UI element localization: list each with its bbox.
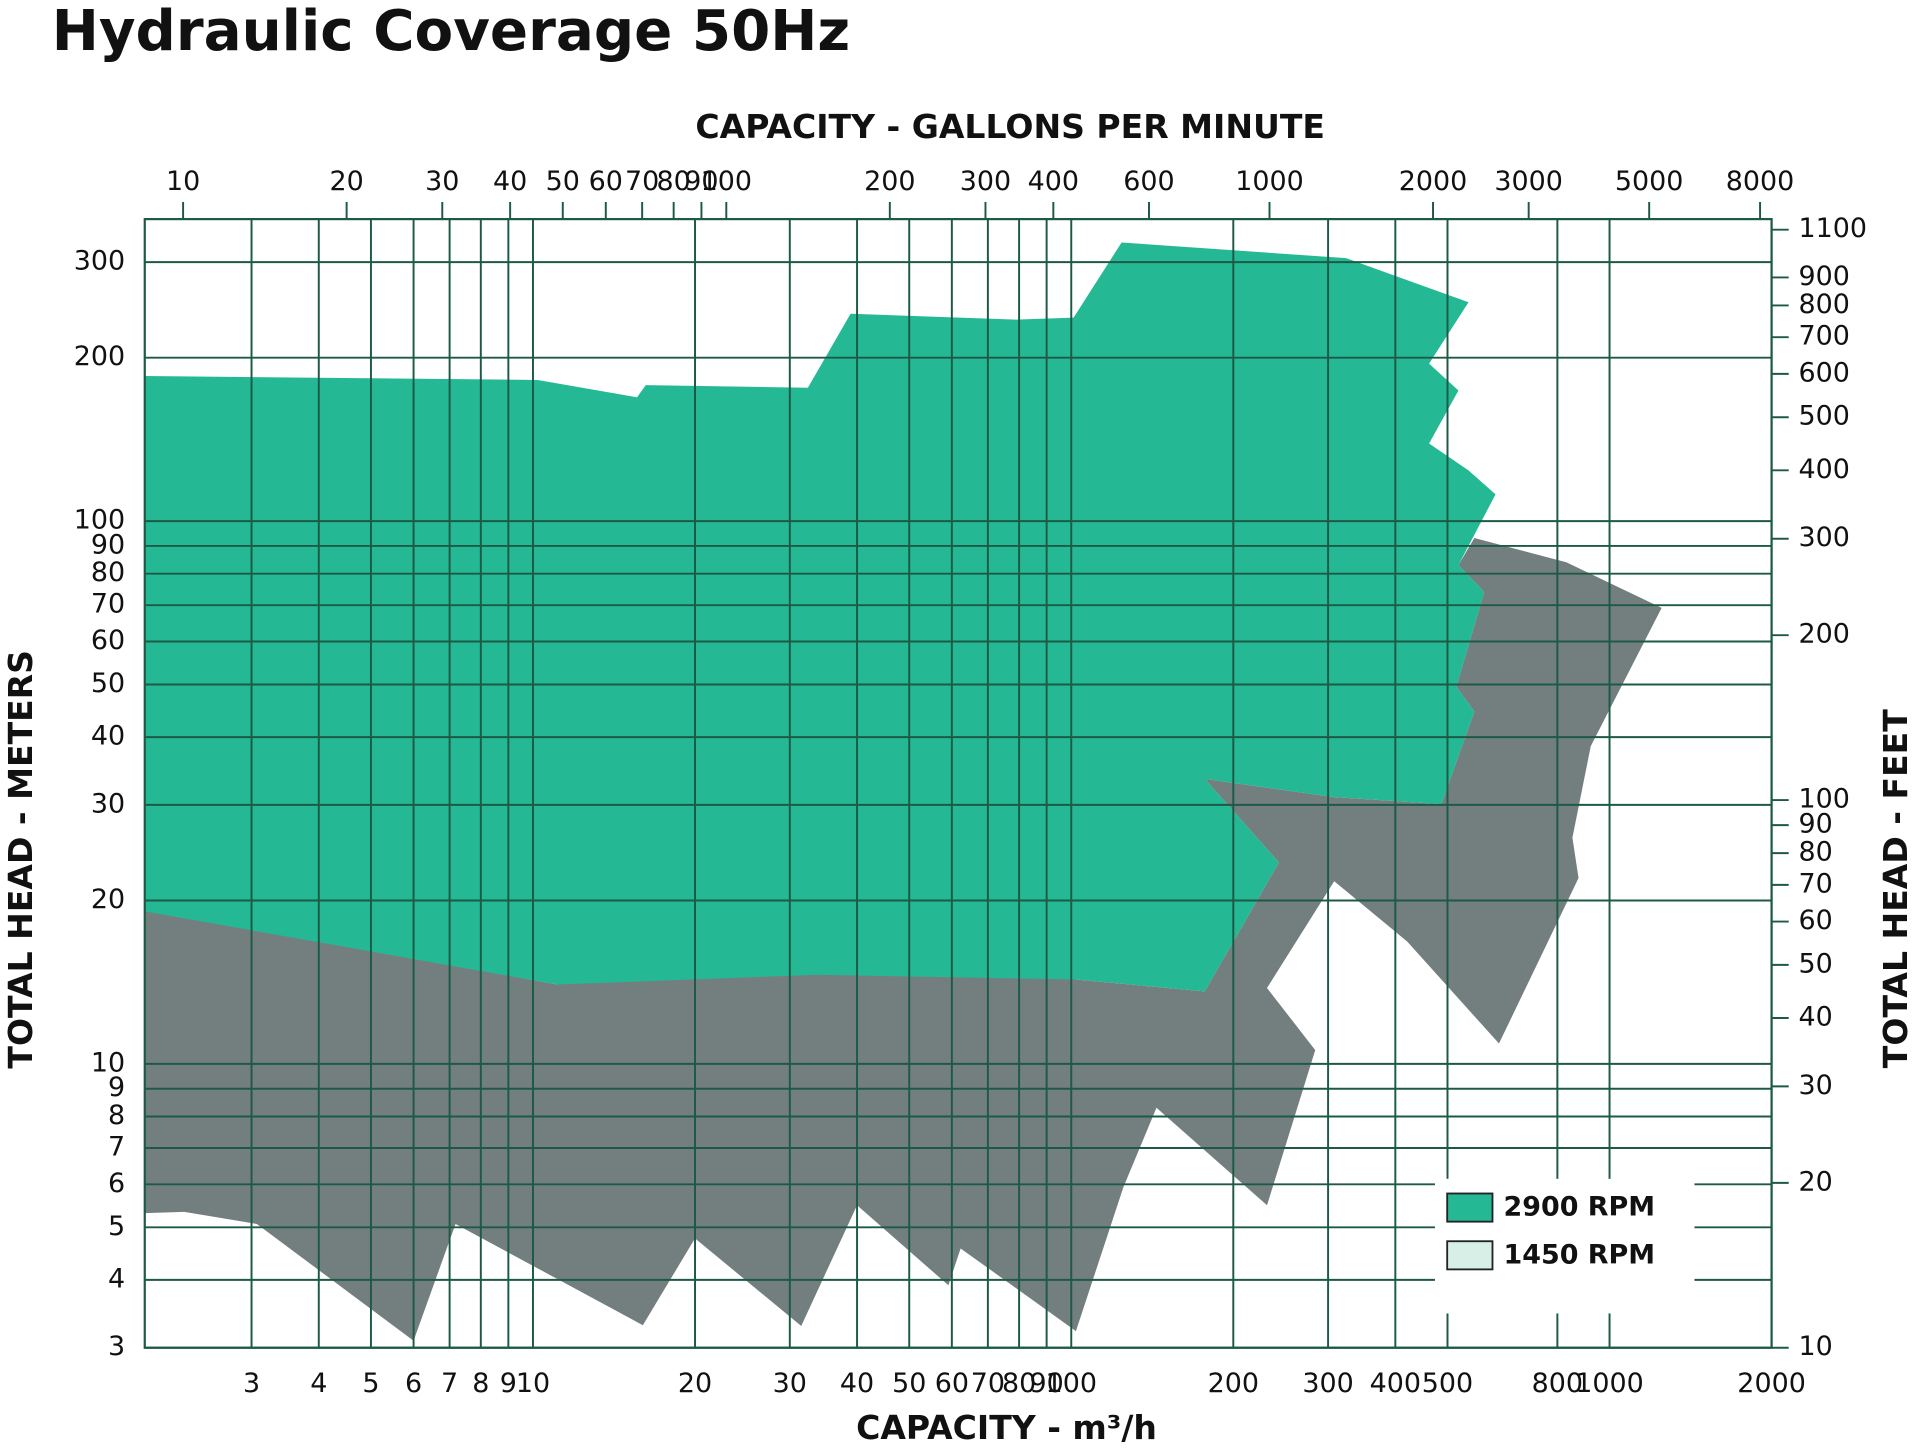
y-tick-label: 40 (91, 721, 125, 752)
x-tick-label: 50 (892, 1368, 926, 1399)
y-tick-label: 20 (91, 884, 125, 915)
y-tick-label: 9 (108, 1072, 125, 1103)
x2-axis-title: CAPACITY - GALLONS PER MINUTE (695, 107, 1325, 146)
x2-tick-label: 20 (329, 166, 363, 197)
x2-tick-label: 60 (589, 166, 623, 197)
x2-tick-label: 600 (1123, 166, 1174, 197)
x-tick-label: 30 (773, 1368, 807, 1399)
x2-tick-label: 100 (701, 166, 752, 197)
x-tick-label: 10 (516, 1368, 550, 1399)
x-tick-label: 100 (1046, 1368, 1097, 1399)
y-tick-label: 5 (108, 1211, 125, 1242)
y2-tick-label: 90 (1799, 809, 1833, 840)
x-tick-label: 4 (310, 1368, 327, 1399)
y2-tick-label: 80 (1799, 837, 1833, 868)
x2-tick-label: 50 (546, 166, 580, 197)
y-tick-label: 8 (108, 1100, 125, 1131)
y2-tick-label: 40 (1799, 1001, 1833, 1032)
coverage-area (144, 537, 1662, 1341)
x2-tick-label: 10 (166, 166, 200, 197)
x-tick-label: 9 (500, 1368, 517, 1399)
chart-title: Hydraulic Coverage 50Hz (52, 0, 850, 64)
y-tick-label: 4 (108, 1263, 125, 1294)
y2-tick-label: 10 (1799, 1331, 1833, 1362)
x2-tick-label: 90 (684, 166, 718, 197)
y-tick-label: 70 (91, 589, 125, 620)
x-tick-label: 2000 (1737, 1368, 1806, 1399)
x2-tick-label: 1000 (1235, 166, 1304, 197)
legend-swatch (1446, 1240, 1494, 1271)
y-tick-label: 300 (74, 246, 125, 277)
x-tick-label: 90 (1029, 1368, 1063, 1399)
x-tick-label: 7 (441, 1368, 458, 1399)
y-tick-label: 30 (91, 788, 125, 819)
y-tick-label: 7 (108, 1131, 125, 1162)
x-tick-label: 80 (1002, 1368, 1036, 1399)
x-tick-label: 500 (1422, 1368, 1473, 1399)
y2-tick-label: 400 (1799, 454, 1850, 485)
y-tick-label: 100 (74, 505, 125, 536)
y2-tick-label: 1100 (1799, 213, 1868, 244)
y-tick-label: 6 (108, 1168, 125, 1199)
y2-tick-label: 30 (1799, 1070, 1833, 1101)
x2-tick-label: 40 (493, 166, 527, 197)
y2-tick-label: 700 (1799, 321, 1850, 352)
y-tick-label: 50 (91, 668, 125, 699)
x-tick-label: 800 (1532, 1368, 1583, 1399)
y2-tick-label: 500 (1799, 401, 1850, 432)
x-axis-title: CAPACITY - m³/h (856, 1408, 1157, 1447)
x-tick-label: 3 (243, 1368, 260, 1399)
x-tick-label: 20 (678, 1368, 712, 1399)
y2-tick-label: 70 (1799, 868, 1833, 899)
y2-tick-label: 100 (1799, 784, 1850, 815)
x-tick-label: 70 (971, 1368, 1005, 1399)
x-tick-label: 5 (362, 1368, 379, 1399)
y2-tick-label: 60 (1799, 905, 1833, 936)
x2-tick-label: 2000 (1399, 166, 1468, 197)
y2-tick-label: 200 (1799, 619, 1850, 650)
y-axis-title: TOTAL HEAD - METERS (1, 650, 40, 1069)
x-tick-label: 300 (1302, 1368, 1353, 1399)
x2-tick-label: 8000 (1726, 166, 1795, 197)
x-tick-label: 1000 (1575, 1368, 1644, 1399)
y2-tick-label: 300 (1799, 522, 1850, 553)
legend-label: 1450 RPM (1503, 1239, 1655, 1270)
x2-tick-label: 30 (425, 166, 459, 197)
y2-tick-label: 50 (1799, 948, 1833, 979)
y2-tick-label: 600 (1799, 357, 1850, 388)
y2-tick-label: 800 (1799, 289, 1850, 320)
y-tick-label: 200 (74, 341, 125, 372)
x2-tick-label: 400 (1028, 166, 1079, 197)
x2-tick-label: 3000 (1494, 166, 1563, 197)
y-tick-label: 3 (108, 1331, 125, 1362)
x-tick-label: 40 (840, 1368, 874, 1399)
x-tick-label: 8 (472, 1368, 489, 1399)
y-tick-label: 90 (91, 529, 125, 560)
y2-tick-label: 20 (1799, 1166, 1833, 1197)
x2-tick-label: 300 (960, 166, 1011, 197)
x2-tick-label: 80 (657, 166, 691, 197)
x-tick-label: 6 (405, 1368, 422, 1399)
legend-swatch (1446, 1192, 1494, 1223)
x-tick-label: 60 (935, 1368, 969, 1399)
x2-tick-label: 5000 (1615, 166, 1684, 197)
x2-tick-label: 70 (625, 166, 659, 197)
y-tick-label: 80 (91, 557, 125, 588)
plot-frame (143, 218, 1773, 1349)
x2-tick-label: 200 (864, 166, 915, 197)
legend-label: 2900 RPM (1503, 1192, 1655, 1223)
y-tick-label: 10 (91, 1047, 125, 1078)
x-tick-label: 400 (1370, 1368, 1421, 1399)
y2-tick-label: 900 (1799, 261, 1850, 292)
y-tick-label: 60 (91, 625, 125, 656)
legend: 2900 RPM 1450 RPM (1434, 1178, 1695, 1314)
y2-axis-title: TOTAL HEAD - FEET (1876, 709, 1915, 1068)
x-tick-label: 200 (1208, 1368, 1259, 1399)
